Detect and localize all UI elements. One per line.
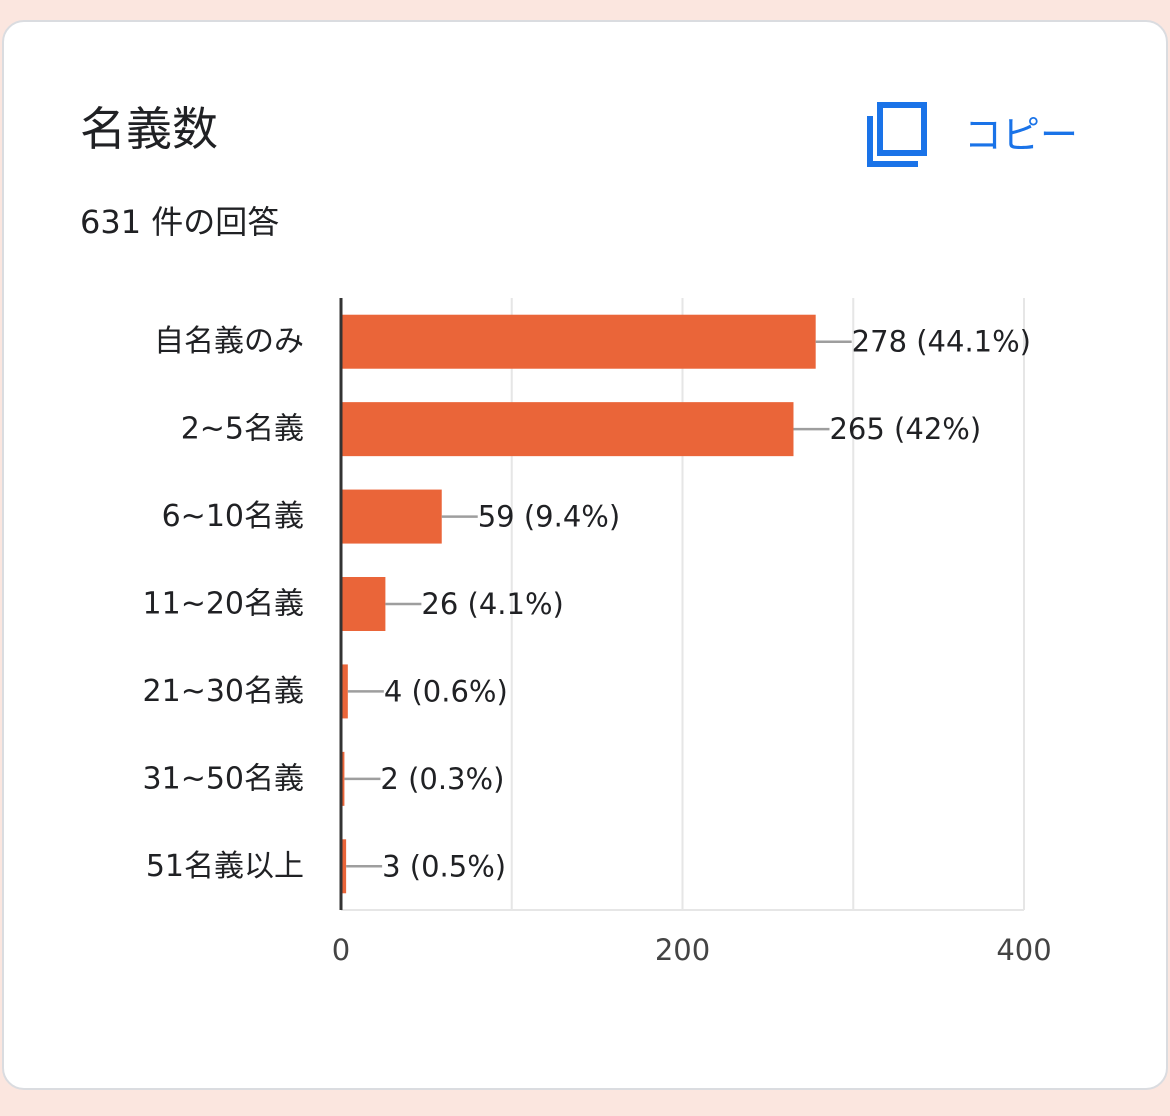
bars xyxy=(341,314,816,894)
data-label: 265 (42%) xyxy=(829,412,981,446)
copy-button[interactable]: コピー xyxy=(866,102,1078,168)
data-label: 59 (9.4%) xyxy=(478,500,620,534)
x-tick-label: 400 xyxy=(996,933,1051,967)
category-label: 2~5名義 xyxy=(181,412,304,447)
data-label: 2 (0.3%) xyxy=(380,762,504,796)
gridlines xyxy=(341,298,1025,911)
chart-title: 名義数 xyxy=(80,102,218,156)
bar[interactable] xyxy=(341,664,348,719)
data-label: 278 (44.1%) xyxy=(852,325,1031,359)
chart-card: 名義数 631 件の回答 コピー xyxy=(2,20,1168,1090)
data-labels: 278 (44.1%) 265 (42%) 59 (9.4%) 26 (4.1%) 4 … xyxy=(380,325,1031,884)
data-label: 3 (0.5%) xyxy=(382,849,506,883)
x-tick-labels: 0 200 400 xyxy=(332,933,1052,967)
category-label: 6~10名義 xyxy=(162,499,304,534)
category-label: 31~50名義 xyxy=(143,761,304,796)
bar[interactable] xyxy=(341,577,386,631)
category-label: 51名義以上 xyxy=(146,849,304,884)
category-label: 21~30名義 xyxy=(143,674,304,709)
category-label: 自名義のみ xyxy=(154,324,304,359)
bar[interactable] xyxy=(341,839,347,894)
response-count: 631 件の回答 xyxy=(80,203,280,241)
copy-label: コピー xyxy=(964,113,1079,157)
bar[interactable] xyxy=(341,751,345,806)
category-label: 11~20名義 xyxy=(143,587,304,622)
copy-icon xyxy=(866,102,928,168)
bar[interactable] xyxy=(341,314,816,369)
data-label: 4 (0.6%) xyxy=(384,674,508,708)
bar[interactable] xyxy=(341,489,442,544)
bar[interactable] xyxy=(341,402,794,457)
leader-lines xyxy=(344,340,852,868)
data-label: 26 (4.1%) xyxy=(421,587,563,621)
category-labels: 自名義のみ 2~5名義 6~10名義 11~20名義 21~30名義 31~50名義 51名… xyxy=(143,324,304,884)
x-tick-label: 200 xyxy=(655,933,710,967)
x-tick-label: 0 xyxy=(332,933,350,967)
